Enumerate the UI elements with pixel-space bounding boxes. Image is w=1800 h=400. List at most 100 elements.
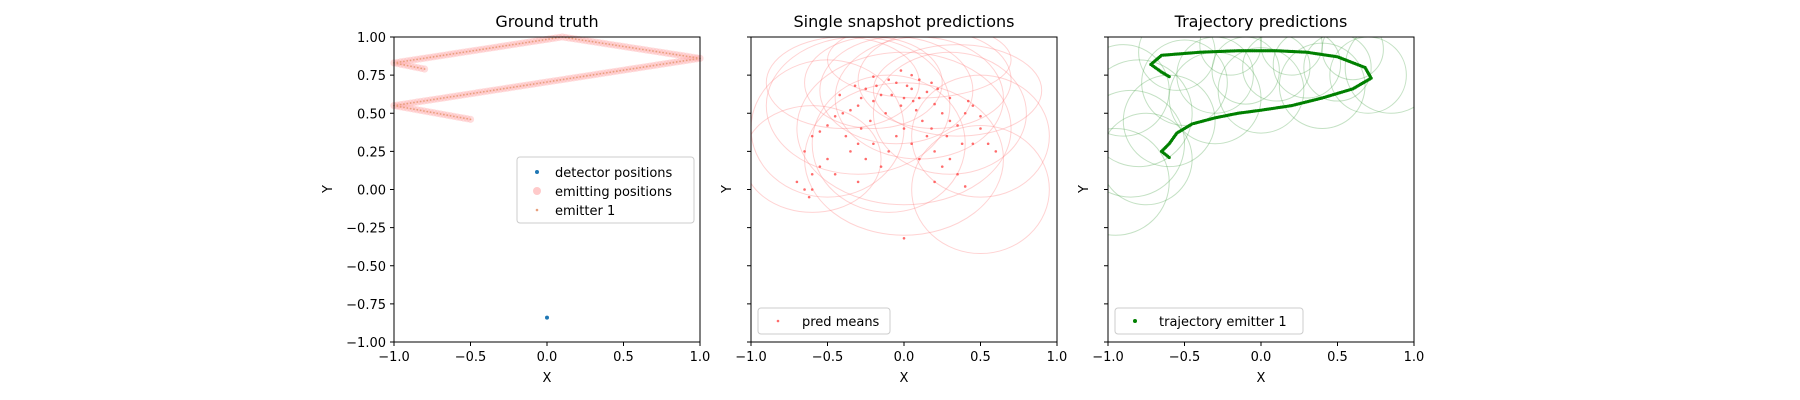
- emitter-point: [566, 78, 568, 80]
- pred-mean-point: [902, 96, 906, 100]
- uncertainty-ellipse: [872, 44, 1043, 137]
- emitter-point: [472, 92, 475, 95]
- emitter-point: [419, 57, 422, 60]
- uncertainty-ellipse: [819, 37, 974, 145]
- emitter-point: [459, 116, 462, 119]
- emitter-point: [485, 47, 488, 50]
- emitter-point: [479, 91, 482, 94]
- x-tick-label: 0.0: [894, 350, 915, 365]
- legend-marker-trajectory: [1133, 319, 1137, 323]
- pred-mean-point: [933, 180, 936, 184]
- emitter-point: [642, 48, 644, 51]
- pred-mean-point: [945, 134, 949, 138]
- emitter-point: [482, 90, 485, 93]
- legend-frame: [516, 156, 695, 224]
- y-axis-label: Y: [720, 185, 735, 194]
- emitter-point: [635, 67, 638, 70]
- emitter-point: [541, 39, 544, 41]
- emitter-point: [426, 99, 429, 102]
- panel-title: Ground truth: [495, 12, 598, 31]
- panel-title: Trajectory predictions: [1174, 12, 1348, 31]
- emitter-point: [429, 99, 432, 101]
- x-tick-label: 1.0: [1047, 350, 1068, 365]
- emitter-point: [459, 94, 462, 97]
- y-tick-label: 1.00: [357, 31, 386, 46]
- emitter-point: [594, 41, 597, 44]
- pred-mean-point: [914, 108, 918, 112]
- emitter-point: [455, 52, 458, 55]
- emitter-point: [410, 65, 412, 68]
- pred-mean-point: [971, 142, 975, 146]
- emitter-point: [409, 107, 412, 110]
- emitter-point: [692, 58, 695, 61]
- emitter-point: [399, 103, 402, 106]
- uncertainty-ellipse: [804, 37, 943, 129]
- emitter-point: [452, 115, 455, 118]
- emitter-point: [406, 59, 409, 62]
- uncertainty-circle: [1321, 37, 1384, 81]
- emitter-point: [416, 101, 419, 103]
- pred-mean-point: [979, 127, 982, 130]
- pred-mean-point: [856, 142, 860, 146]
- x-axis-label: X: [1257, 371, 1266, 386]
- emitter-point: [608, 43, 611, 46]
- y-tick-label: −0.75: [346, 298, 386, 313]
- emitter-point: [488, 47, 491, 50]
- y-axis-label: Y: [1077, 185, 1092, 194]
- pred-mean-point: [849, 108, 852, 112]
- emitter-point: [512, 86, 515, 89]
- emitter-point: [406, 102, 409, 105]
- x-tick-label: −0.5: [455, 350, 487, 365]
- uncertainty-ellipse: [911, 124, 1050, 255]
- emitter-point: [452, 52, 455, 55]
- pred-mean-point: [899, 104, 903, 107]
- emitter-point: [584, 39, 587, 42]
- pred-mean-point: [911, 99, 915, 103]
- emitter-point: [449, 95, 452, 98]
- emitter-point: [655, 50, 658, 53]
- emitter-point: [412, 58, 415, 61]
- emitter-point: [586, 74, 588, 77]
- emitter-point: [648, 49, 651, 52]
- legend: pred means: [757, 307, 891, 335]
- emitter-point: [549, 80, 552, 83]
- emitter-point: [689, 55, 691, 58]
- emitter-point: [569, 77, 572, 80]
- emitter-point: [426, 56, 428, 59]
- emitter-point: [489, 89, 492, 92]
- x-tick-label: 0.0: [537, 350, 558, 365]
- panel-trajectory: Trajectory predictions −1.0 −0.5 0.0 0.5 1.0…: [1077, 12, 1424, 386]
- pred-mean-point: [887, 150, 890, 153]
- emitter-point: [562, 78, 565, 81]
- pred-mean-point: [872, 75, 875, 78]
- emitter-point: [551, 37, 554, 40]
- emitter-point: [449, 114, 452, 117]
- emitter-point: [629, 68, 632, 71]
- emitter-point: [459, 51, 461, 54]
- emitter-point: [611, 43, 614, 46]
- emitter-point: [576, 76, 578, 79]
- legend-label-emitting: emitting positions: [555, 185, 672, 200]
- emitter-point: [406, 64, 409, 67]
- emitter-point: [658, 51, 661, 54]
- pred-mean-point: [803, 188, 806, 191]
- emitter-point: [678, 54, 681, 57]
- pred-mean-point: [910, 142, 913, 146]
- emitter-point: [462, 51, 465, 54]
- emitter-point: [419, 109, 422, 112]
- pred-mean-point: [956, 172, 959, 176]
- emitter-point: [529, 83, 532, 86]
- uncertainty-ellipse: [804, 82, 1004, 236]
- emitter-point: [422, 57, 425, 60]
- pred-mean-point: [918, 157, 921, 161]
- emitter-point: [574, 38, 577, 40]
- emitter-point: [436, 112, 439, 115]
- pred-mean-point: [933, 102, 936, 106]
- emitter-point: [403, 106, 405, 109]
- emitter-point: [645, 65, 648, 68]
- emitter-point: [449, 53, 451, 56]
- uncertainty-circle: [1217, 47, 1305, 134]
- pred-mean-point: [859, 127, 863, 130]
- emitter-point: [632, 67, 635, 70]
- pred-mean-point: [872, 99, 875, 103]
